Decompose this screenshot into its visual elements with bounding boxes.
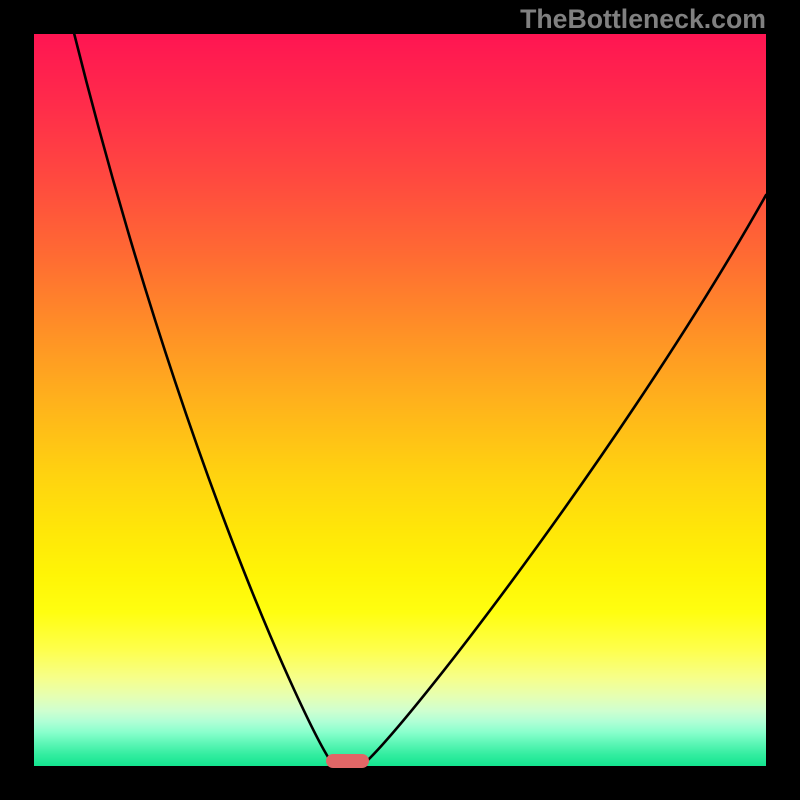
- bottleneck-marker: [326, 754, 368, 769]
- watermark-text: TheBottleneck.com: [520, 4, 766, 35]
- bottleneck-curve: [34, 34, 766, 766]
- v-curve-path: [74, 34, 766, 761]
- plot-area: [34, 34, 766, 766]
- chart-frame: TheBottleneck.com: [0, 0, 800, 800]
